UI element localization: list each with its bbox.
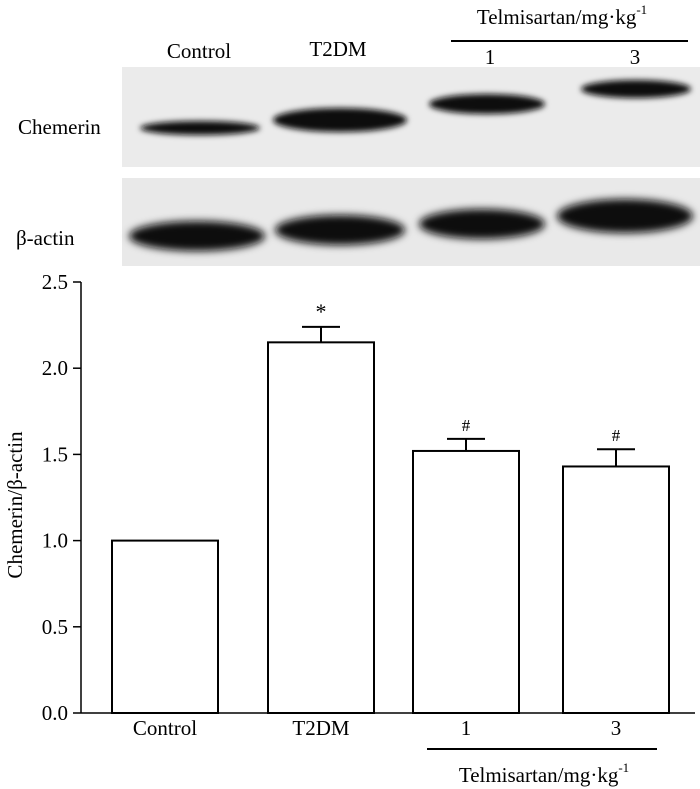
row-label-chemerin: Chemerin [18, 115, 101, 139]
lane-label-1: 1 [485, 45, 496, 69]
bar [412, 449, 520, 714]
y-tick-label: 1.0 [42, 529, 68, 553]
y-ticks: 0.0 0.5 1.0 1.5 2.0 2.5 [42, 270, 81, 725]
actin-band-1 [419, 209, 545, 239]
y-axis-label: Chemerin/β-actin [3, 431, 27, 579]
bars: * # # [111, 299, 670, 714]
significance-marker: * [316, 299, 327, 324]
chemerin-band-t2dm [273, 108, 407, 132]
x-group-label: Telmisartan/mg·kg-1 [459, 760, 629, 787]
significance-marker: # [612, 426, 621, 445]
x-tick-label: T2DM [292, 716, 349, 740]
western-blot: Control T2DM Telmisartan/mg·kg-1 1 3 Che… [16, 2, 700, 266]
bar [111, 539, 219, 714]
y-tick-label: 1.5 [42, 442, 68, 466]
y-tick-label: 2.5 [42, 270, 68, 294]
bar [267, 341, 375, 714]
bar-chart: Chemerin/β-actin 0.00.51.01.52.02.5 *## … [3, 270, 695, 787]
chemerin-band-3 [581, 80, 691, 98]
actin-band-control [129, 221, 265, 251]
blot-group-label: Telmisartan/mg·kg-1 [477, 2, 647, 29]
x-tick-label: Control [133, 716, 197, 740]
lane-label-control: Control [167, 39, 231, 63]
chemerin-band-1 [429, 94, 545, 114]
bar [562, 465, 670, 714]
chemerin-bands [140, 80, 691, 135]
x-tick-labels: Control T2DM 1 3 [133, 716, 621, 740]
lane-label-3: 3 [630, 45, 641, 69]
actin-band-t2dm [275, 215, 405, 245]
y-tick-label: 0.5 [42, 615, 68, 639]
actin-band-3 [557, 199, 693, 233]
y-tick-label: 0.0 [42, 701, 68, 725]
row-label-actin: β-actin [16, 226, 75, 250]
chemerin-band-control [140, 121, 260, 135]
lane-label-t2dm: T2DM [309, 37, 366, 61]
significance-marker: # [462, 416, 471, 435]
actin-bands [129, 199, 693, 251]
x-tick-label: 3 [611, 716, 622, 740]
x-tick-label: 1 [461, 716, 472, 740]
y-tick-label: 2.0 [42, 356, 68, 380]
